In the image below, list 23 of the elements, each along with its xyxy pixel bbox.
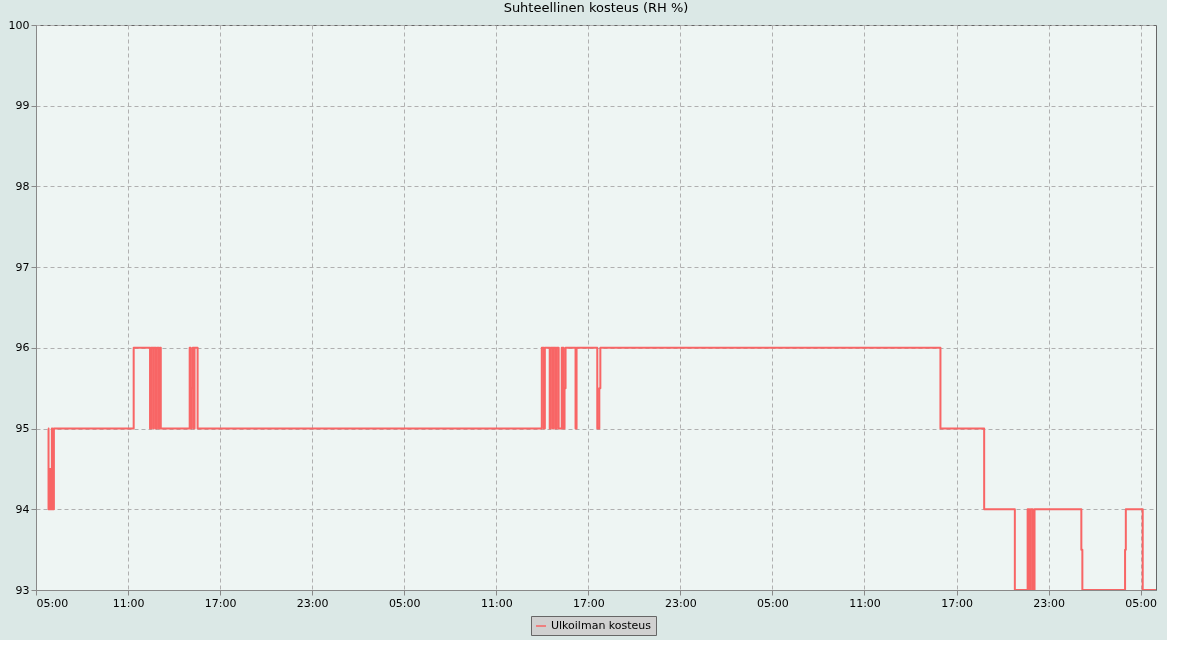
x-tick-label: 11:00: [480, 596, 513, 610]
legend-label: Ulkoilman kosteus: [551, 619, 652, 632]
chart-title: Suhteellinen kosteus (RH %): [503, 0, 689, 15]
y-tick-label: 100: [8, 18, 30, 32]
y-tick-label: 93: [15, 583, 30, 597]
x-tick-label: 05:00: [1125, 596, 1158, 610]
x-tick-label: 11:00: [849, 596, 881, 610]
x-tick-label: 17:00: [204, 596, 237, 610]
x-tick-label: 17:00: [941, 596, 973, 610]
x-tick-label: 23:00: [665, 596, 697, 610]
y-tick-label: 95: [15, 422, 30, 436]
y-tick-label: 94: [15, 502, 30, 516]
y-tick-label: 98: [15, 179, 30, 193]
y-tick-label: 97: [15, 260, 30, 274]
x-tick-label: 23:00: [1033, 596, 1065, 610]
x-tick-label: 05:00: [36, 596, 69, 610]
x-tick-label: 05:00: [388, 596, 421, 610]
y-tick-label: 99: [15, 99, 30, 113]
x-tick-label: 17:00: [572, 596, 605, 610]
x-tick-label: 23:00: [296, 596, 329, 610]
y-tick-label: 96: [15, 341, 30, 355]
x-tick-label: 11:00: [112, 596, 145, 610]
x-tick-label: 05:00: [757, 596, 789, 610]
